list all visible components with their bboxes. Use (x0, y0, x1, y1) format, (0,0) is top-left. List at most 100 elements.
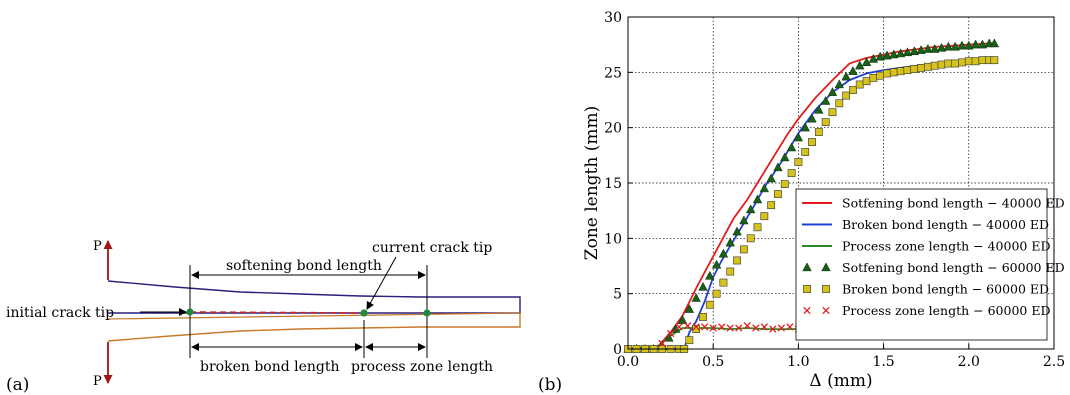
y-tick-label: 30 (604, 10, 622, 26)
data-point (699, 313, 707, 321)
data-point (807, 113, 817, 123)
data-point (743, 322, 751, 330)
data-point (821, 118, 830, 127)
data-point (718, 248, 729, 258)
y-tick-label: 25 (604, 65, 622, 81)
data-point (753, 223, 762, 232)
data-point (739, 245, 748, 254)
load-label-top: P (93, 239, 102, 254)
legend-item: Process zone length − 40000 ED (802, 239, 1050, 254)
legend-item: Broken bond length − 60000 ED (803, 282, 1049, 297)
data-point (769, 325, 777, 333)
legend-label: Broken bond length − 60000 ED (842, 282, 1049, 297)
data-point (739, 215, 749, 225)
legend-label: Process zone length − 40000 ED (842, 239, 1050, 254)
data-point (989, 38, 1000, 48)
data-point (719, 278, 728, 287)
data-point (895, 48, 906, 58)
data-point (957, 40, 967, 50)
data-point (760, 323, 768, 331)
data-point (978, 56, 987, 65)
legend-item: Broken bond length − 40000 ED (802, 217, 1049, 232)
y-tick-label: 5 (613, 287, 622, 303)
data-point (889, 68, 898, 77)
data-point (773, 162, 783, 172)
data-point (875, 51, 885, 61)
data-point (685, 336, 694, 345)
data-point (958, 58, 966, 67)
data-point (903, 66, 912, 75)
data-point (869, 73, 878, 82)
data-point (666, 329, 675, 338)
data-point (684, 304, 695, 313)
data-point (692, 323, 700, 331)
legend-swatch (821, 262, 831, 272)
data-point (923, 43, 933, 53)
data-point (777, 324, 786, 332)
x-tick-label: 0.0 (617, 354, 639, 370)
data-point (698, 281, 708, 291)
data-point (726, 267, 735, 276)
data-point (964, 57, 973, 66)
lower-arm-outline (107, 313, 521, 342)
data-point (924, 62, 932, 71)
data-point (725, 237, 735, 247)
legend-label: Sotfening bond length − 40000 ED (842, 196, 1065, 211)
data-point (977, 39, 988, 49)
current-crack-tip-node (360, 309, 368, 317)
data-point (827, 87, 838, 96)
data-point (990, 56, 999, 65)
data-point (849, 86, 857, 94)
data-point (658, 339, 666, 348)
data-point (705, 270, 715, 280)
data-point (862, 77, 871, 86)
data-point (883, 69, 891, 78)
data-point (726, 324, 734, 332)
data-point (780, 180, 789, 189)
data-point (752, 194, 763, 204)
data-point (848, 66, 858, 75)
data-point (930, 61, 939, 70)
process-zone-end-node (423, 309, 431, 317)
x-tick-label: 2.0 (958, 354, 980, 370)
x-tick-label: 1.0 (787, 354, 809, 370)
data-point (691, 292, 701, 302)
data-point (828, 108, 837, 117)
data-point (711, 259, 722, 269)
data-point (701, 323, 709, 331)
legend-item: Sotfening bond length − 60000 ED (802, 260, 1065, 275)
x-tick-labels: 0.0 0.5 1.0 1.5 2.0 2.5 (617, 354, 1065, 370)
data-point (909, 46, 919, 55)
data-point (760, 212, 769, 221)
data-point (786, 323, 794, 331)
y-tick-label: 0 (613, 342, 622, 358)
data-point (841, 71, 851, 81)
data-point (930, 43, 940, 53)
data-point (766, 173, 776, 183)
legend-label: Broken bond length − 40000 ED (842, 217, 1049, 232)
x-axis-label: Δ (mm) (809, 371, 872, 391)
data-point (917, 64, 925, 72)
data-point (910, 65, 919, 73)
data-point (705, 300, 714, 309)
data-point (774, 190, 782, 198)
legend-box (795, 188, 1048, 341)
data-point (675, 323, 683, 331)
x-tick-label: 0.5 (702, 354, 724, 370)
data-point (664, 332, 674, 342)
legend-item: Sotfening bond length − 40000 ED (802, 196, 1065, 211)
data-point (759, 183, 770, 193)
y-tick-label: 15 (604, 176, 622, 192)
data-point (855, 60, 865, 70)
data-point (683, 322, 692, 330)
data-point (718, 323, 726, 331)
current-crack-tip-label: current crack tip (372, 240, 492, 256)
data-point (834, 79, 845, 89)
data-point (733, 256, 741, 265)
data-point (835, 99, 844, 108)
process-zone-length-label: process zone length (351, 359, 493, 375)
data-point (800, 122, 810, 132)
data-point (876, 71, 885, 80)
data-point (944, 59, 953, 68)
data-point (752, 324, 760, 332)
